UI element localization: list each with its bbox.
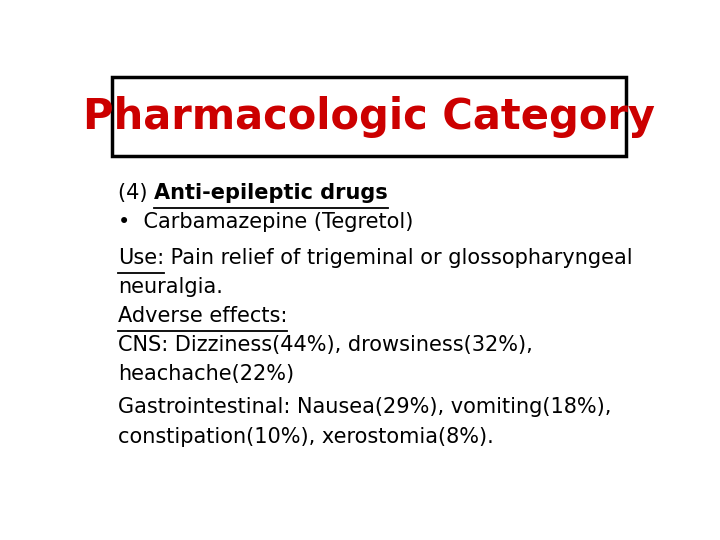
Text: neuralgia.: neuralgia. bbox=[118, 277, 222, 297]
Text: Pain relief of trigeminal or glossopharyngeal: Pain relief of trigeminal or glossophary… bbox=[164, 248, 633, 268]
Text: constipation(10%), xerostomia(8%).: constipation(10%), xerostomia(8%). bbox=[118, 427, 494, 447]
Text: heachache(22%): heachache(22%) bbox=[118, 364, 294, 384]
Text: Pharmacologic Category: Pharmacologic Category bbox=[83, 96, 655, 138]
Text: Adverse effects:: Adverse effects: bbox=[118, 306, 287, 326]
Text: Use:: Use: bbox=[118, 248, 164, 268]
Text: Gastrointestinal: Nausea(29%), vomiting(18%),: Gastrointestinal: Nausea(29%), vomiting(… bbox=[118, 397, 611, 417]
Text: (4): (4) bbox=[118, 183, 154, 203]
FancyBboxPatch shape bbox=[112, 77, 626, 156]
Text: •  Carbamazepine (Tegretol): • Carbamazepine (Tegretol) bbox=[118, 212, 413, 232]
Text: CNS: Dizziness(44%), drowsiness(32%),: CNS: Dizziness(44%), drowsiness(32%), bbox=[118, 335, 533, 355]
Text: Anti-epileptic drugs: Anti-epileptic drugs bbox=[154, 183, 388, 203]
